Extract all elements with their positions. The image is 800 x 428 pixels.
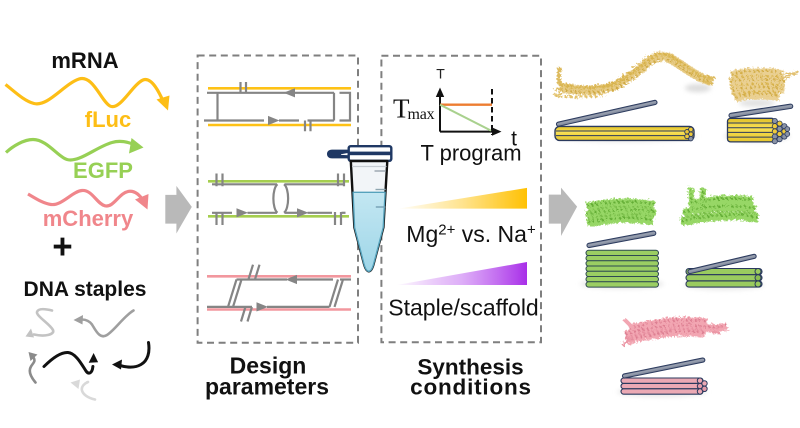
svg-text:max: max	[408, 106, 435, 123]
svg-text:fLuc: fLuc	[85, 107, 131, 132]
svg-text:Design: Design	[230, 353, 307, 379]
svg-text:EGFP: EGFP	[73, 158, 133, 183]
svg-text:conditions: conditions	[410, 375, 532, 400]
svg-text:DNA staples: DNA staples	[24, 278, 147, 301]
svg-text:Synthesis: Synthesis	[417, 355, 523, 380]
svg-text:T: T	[393, 94, 410, 124]
svg-text:T program: T program	[420, 141, 521, 166]
svg-text:t: t	[511, 127, 517, 150]
svg-text:parameters: parameters	[205, 374, 329, 400]
svg-text:mRNA: mRNA	[51, 48, 118, 73]
svg-text:T: T	[436, 66, 445, 82]
svg-text:+: +	[52, 228, 72, 267]
svg-text:Staple/scaffold: Staple/scaffold	[388, 295, 538, 321]
svg-text:mCherry: mCherry	[43, 206, 134, 231]
svg-text:Mg2+ vs. Na+: Mg2+ vs. Na+	[406, 221, 536, 247]
